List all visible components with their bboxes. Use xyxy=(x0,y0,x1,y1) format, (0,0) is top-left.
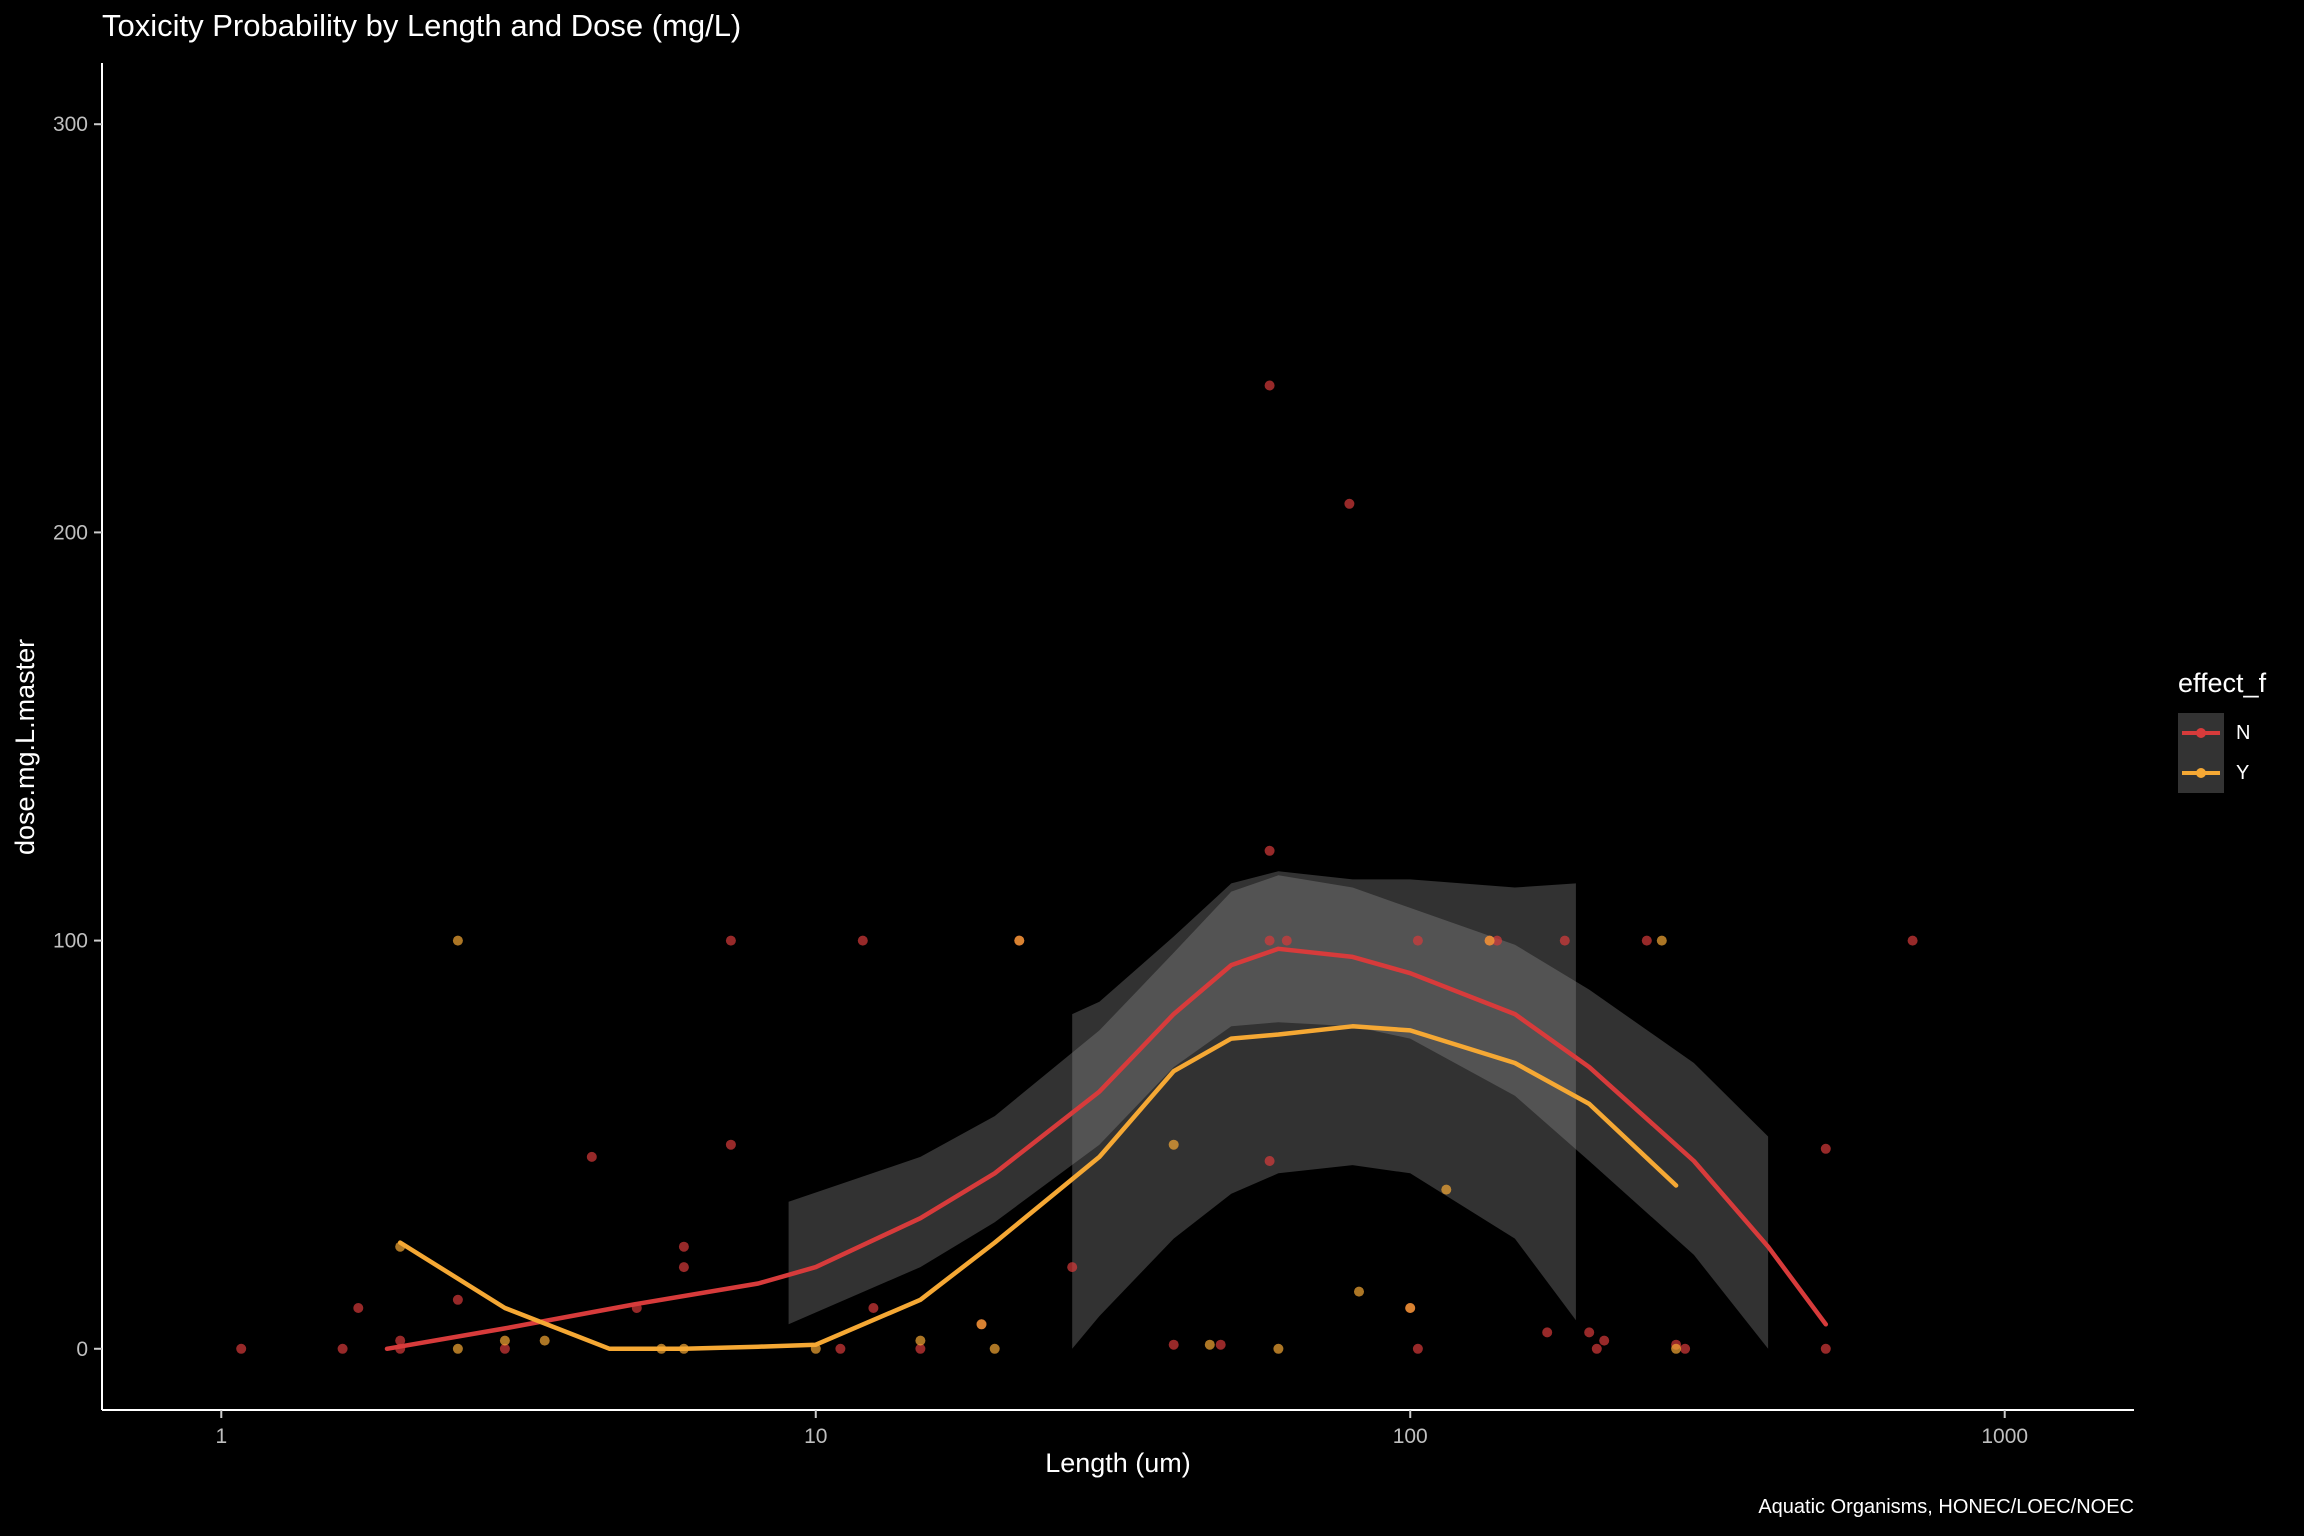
point-n-16 xyxy=(915,1343,926,1354)
point-y-12 xyxy=(1168,1139,1179,1150)
point-n-27 xyxy=(1344,498,1355,509)
y-tick-label-0: 0 xyxy=(76,1338,88,1361)
point-y-13 xyxy=(1204,1339,1215,1350)
point-n-14 xyxy=(857,935,868,946)
point-y-2 xyxy=(452,1343,463,1354)
x-tick-label-3: 1000 xyxy=(1981,1425,2028,1448)
x-axis-title: Length (um) xyxy=(1045,1448,1191,1478)
point-n-22 xyxy=(1264,380,1275,391)
point-n-25 xyxy=(1264,1156,1275,1166)
x-tick-label-1: 10 xyxy=(804,1425,827,1448)
ribbon-n xyxy=(788,875,1769,1349)
point-n-6 xyxy=(499,1343,510,1354)
chart-caption: Aquatic Organisms, HONEC/LOEC/NOEC xyxy=(1758,1496,2134,1518)
point-n-26 xyxy=(1281,935,1292,946)
point-n-11 xyxy=(725,935,736,946)
legend-key-y xyxy=(2178,753,2224,793)
point-n-10 xyxy=(678,1262,689,1273)
y-axis-title: dose.mg.L.master xyxy=(10,638,40,855)
point-n-33 xyxy=(1542,1327,1553,1338)
point-y-14 xyxy=(1273,1343,1284,1354)
point-n-2 xyxy=(353,1303,364,1313)
point-n-19 xyxy=(1067,1262,1078,1273)
point-n-23 xyxy=(1264,845,1275,856)
smooth-line-n xyxy=(384,946,1829,1352)
point-y-16 xyxy=(1405,1303,1416,1313)
point-n-15 xyxy=(868,1303,879,1313)
point-n-34 xyxy=(1559,935,1570,946)
point-n-1 xyxy=(337,1343,348,1354)
point-n-0 xyxy=(236,1343,247,1354)
point-n-3 xyxy=(395,1335,406,1346)
legend-item-n: N xyxy=(2178,713,2266,753)
point-n-38 xyxy=(1641,935,1652,946)
point-y-10 xyxy=(989,1343,1000,1354)
legend-label-n: N xyxy=(2236,721,2251,744)
y-tick-label-2: 200 xyxy=(53,521,88,544)
point-n-30 xyxy=(1412,1343,1423,1354)
legend-item-y: Y xyxy=(2178,753,2266,793)
point-n-36 xyxy=(1591,1343,1602,1354)
point-n-40 xyxy=(1680,1343,1691,1354)
legend-key-n xyxy=(2178,713,2224,753)
point-y-19 xyxy=(1656,935,1667,946)
point-y-11 xyxy=(1014,935,1025,946)
point-n-9 xyxy=(678,1241,689,1252)
chart-title: Toxicity Probability by Length and Dose … xyxy=(102,8,742,43)
point-n-24 xyxy=(1264,935,1275,946)
point-n-29 xyxy=(1412,935,1423,946)
legend-dot-y xyxy=(2196,768,2206,778)
point-n-7 xyxy=(586,1151,597,1162)
point-y-4 xyxy=(539,1335,550,1346)
x-tick-label-0: 1 xyxy=(215,1425,227,1448)
point-n-12 xyxy=(725,1139,736,1150)
legend-label-y: Y xyxy=(2236,761,2250,784)
point-y-18 xyxy=(1484,935,1495,946)
point-n-41 xyxy=(1820,1143,1831,1154)
point-y-17 xyxy=(1441,1184,1452,1195)
point-n-42 xyxy=(1820,1343,1831,1354)
point-n-21 xyxy=(1215,1339,1226,1350)
x-tick-label-2: 100 xyxy=(1393,1425,1428,1448)
point-y-3 xyxy=(499,1335,510,1346)
point-n-32 xyxy=(1492,935,1503,946)
legend-title: effect_f xyxy=(2178,668,2267,698)
point-n-37 xyxy=(1599,1335,1610,1346)
point-n-5 xyxy=(452,1294,463,1305)
point-n-20 xyxy=(1168,1339,1179,1350)
point-n-35 xyxy=(1584,1327,1595,1338)
point-y-15 xyxy=(1354,1286,1364,1297)
legend: effect_f N Y xyxy=(2178,668,2266,793)
point-y-9 xyxy=(976,1319,987,1330)
smooth-line-y xyxy=(397,1024,1679,1352)
point-n-43 xyxy=(1907,935,1918,946)
point-y-1 xyxy=(452,935,463,946)
y-tick-label-1: 100 xyxy=(53,930,88,953)
point-n-13 xyxy=(835,1343,846,1354)
point-y-8 xyxy=(915,1335,926,1346)
point-y-20 xyxy=(1671,1343,1682,1354)
y-tick-label-3: 300 xyxy=(53,113,88,136)
legend-dot-n xyxy=(2196,728,2206,738)
